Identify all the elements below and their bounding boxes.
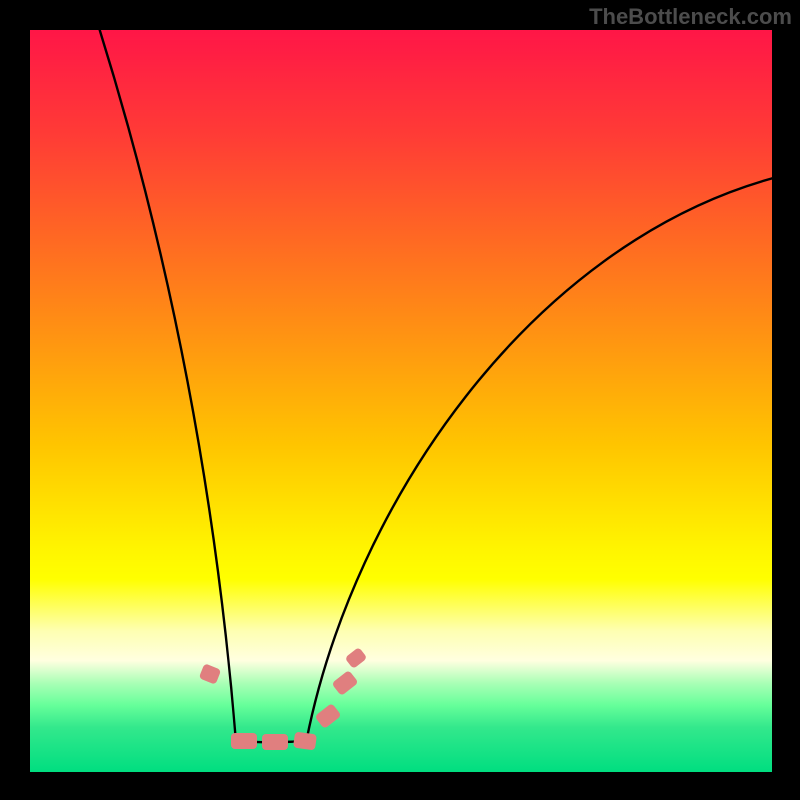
chart-gradient-background	[30, 30, 772, 772]
data-marker	[293, 731, 317, 750]
data-marker	[262, 734, 288, 750]
watermark-text: TheBottleneck.com	[589, 4, 792, 30]
chart-plot-area	[30, 30, 772, 772]
data-marker	[231, 733, 257, 749]
